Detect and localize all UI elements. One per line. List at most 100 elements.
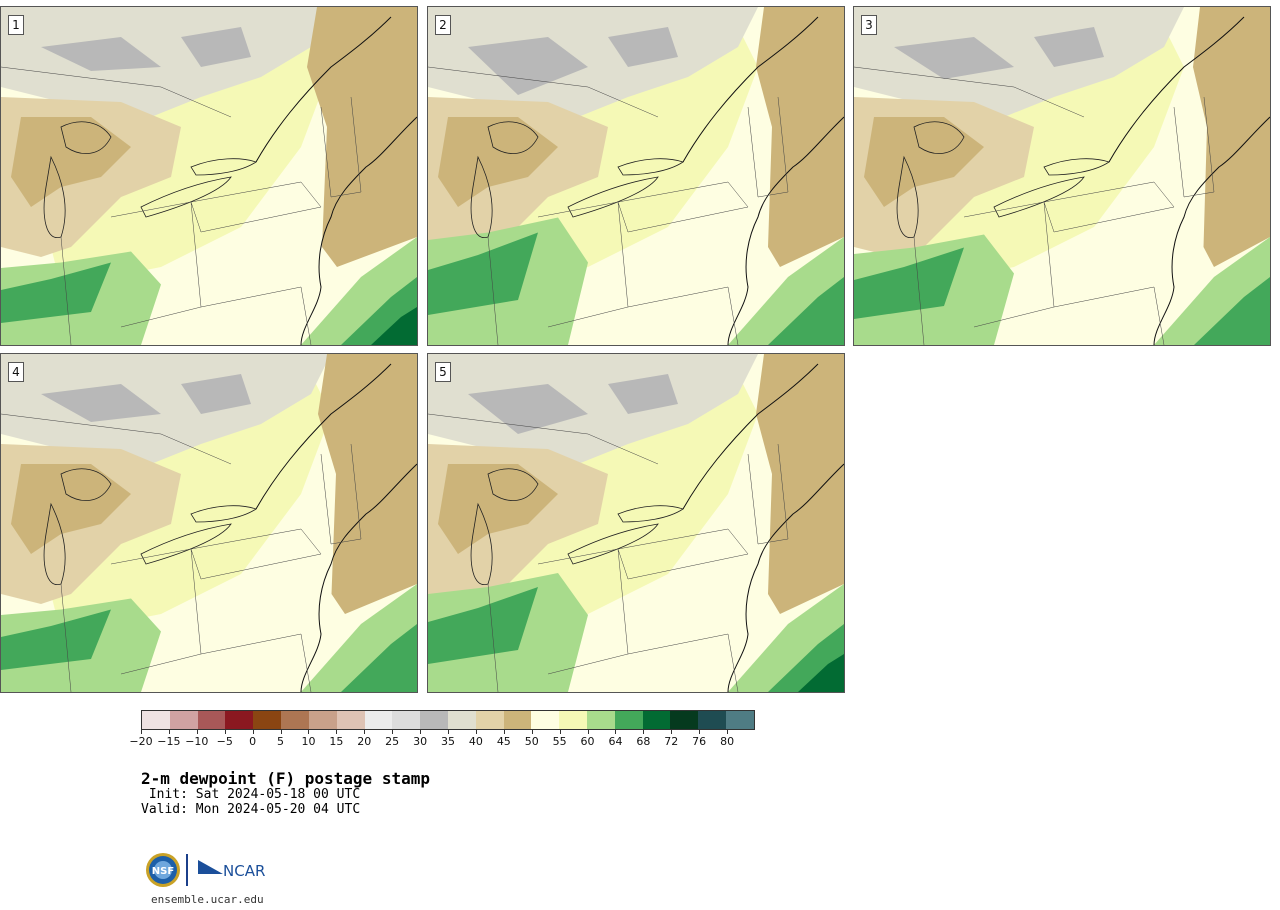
st-lawrence-line	[1108, 16, 1245, 163]
lake-outline	[487, 468, 539, 501]
southeast-green-region	[341, 624, 417, 692]
colorbar-swatch-16	[587, 711, 615, 729]
gray-patch	[894, 37, 1014, 79]
state-border-in	[60, 583, 72, 692]
great-lakes-brown-region	[864, 117, 984, 207]
stamp-panel-1: 1	[0, 6, 418, 346]
southwest-green-region	[854, 247, 964, 319]
colorbar-tick-14	[531, 730, 533, 734]
colorbar-swatch-20	[698, 711, 727, 729]
colorbar-swatch-8	[364, 711, 393, 729]
gray-patch-2	[1034, 27, 1104, 67]
colorbar-tick-label-11: 35	[441, 735, 455, 748]
panel-number-3: 3	[861, 15, 877, 35]
colorbar-tick-label-17: 64	[608, 735, 623, 748]
colorbar-swatch-14	[531, 711, 560, 729]
atlantic-brown-region	[756, 354, 844, 614]
state-border-in	[60, 236, 72, 345]
lake-erie-outline	[567, 523, 659, 565]
lake-erie-outline	[140, 523, 232, 565]
state-border-pa	[1043, 181, 1175, 233]
state-border-oh	[963, 201, 1055, 328]
colorbar-swatch-10	[420, 711, 448, 729]
state-border-oh	[110, 548, 202, 675]
southeast-green-region	[1194, 277, 1270, 345]
great-lakes-brown-region	[438, 464, 558, 554]
panel-number-4: 4	[8, 362, 24, 382]
atlantic-brown-region	[1193, 7, 1270, 267]
dewpoint-map-5	[428, 354, 844, 692]
state-border-pa	[617, 181, 749, 233]
colorbar-tick-20	[699, 730, 701, 734]
gray-patch-2	[181, 374, 251, 414]
border-canada	[1, 413, 232, 465]
st-lawrence-line	[255, 16, 392, 163]
state-border-va	[627, 633, 739, 692]
colorbar-swatch-2	[197, 711, 226, 729]
state-border-oh	[537, 201, 629, 328]
lake-erie-outline	[993, 176, 1085, 218]
colorbar-tick-label-14: 50	[524, 735, 539, 748]
lake-outline	[487, 121, 539, 154]
dewpoint-map-4	[1, 354, 417, 692]
st-lawrence-line	[682, 16, 819, 163]
colorbar-tick-0	[141, 730, 142, 734]
colorbar-swatch-0	[142, 711, 170, 729]
nsf-logo-icon: NSF	[146, 853, 180, 887]
colorbar-tick-label-10: 30	[413, 735, 428, 748]
colorbar-swatch-19	[670, 711, 699, 729]
state-border-va	[200, 633, 312, 692]
panel-number-2: 2	[435, 15, 451, 35]
state-border-va	[1053, 286, 1165, 345]
border-canada	[428, 66, 659, 118]
site-url: ensemble.ucar.edu	[151, 893, 264, 906]
dewpoint-map-1	[1, 7, 417, 345]
gray-patch-2	[181, 27, 251, 67]
colorbar-tick-label-9: 25	[385, 735, 400, 748]
colorbar-tick-label-19: 72	[664, 735, 679, 748]
colorbar-tick-16	[587, 730, 589, 734]
valid-time: Valid: Mon 2024-05-20 04 UTC	[141, 802, 361, 817]
ncar-logo-icon: NCAR	[198, 860, 265, 880]
gray-patch-2	[608, 27, 678, 67]
colorbar-swatch-17	[614, 711, 643, 729]
state-border-in	[913, 236, 925, 345]
stamp-panel-5: 5	[427, 353, 845, 693]
dewpoint-map-3	[854, 7, 1270, 345]
colorbar-tick-18	[643, 730, 645, 734]
colorbar-tick-label-2: −10	[185, 735, 209, 748]
lake-outline	[60, 468, 112, 501]
gray-patch	[468, 384, 588, 434]
southeast-darkgreen-region	[371, 307, 417, 345]
colorbar-tick-15	[559, 730, 561, 734]
colorbar-swatch-1	[169, 711, 198, 729]
border-canada	[428, 413, 659, 465]
colorbar-tick-label-8: 20	[357, 735, 372, 748]
gray-patch-2	[608, 374, 678, 414]
north-gray-region	[1, 7, 331, 117]
dewpoint-map-2	[428, 7, 844, 345]
colorbar-tick-19	[671, 730, 673, 734]
st-lawrence-line	[255, 363, 392, 510]
colorbar-tick-5	[280, 730, 282, 734]
north-gray-region	[854, 7, 1184, 117]
lake-erie-outline	[567, 176, 659, 218]
colorbar-tick-21	[727, 730, 729, 734]
southeast-darkgreen-region	[798, 654, 844, 692]
border-canada	[854, 66, 1085, 118]
nsf-logo-text: NSF	[152, 866, 174, 877]
atlantic-brown-region	[756, 7, 844, 267]
panel-number-5: 5	[435, 362, 451, 382]
colorbar-swatch-13	[503, 711, 532, 729]
colorbar-tick-label-20: 76	[692, 735, 707, 748]
colorbar-tick-label-4: 0	[249, 735, 257, 748]
panel-number-1: 1	[8, 15, 24, 35]
colorbar-tick-label-13: 45	[496, 735, 511, 748]
colorbar-tick-label-15: 55	[552, 735, 567, 748]
colorbar-tick-10	[420, 730, 422, 734]
colorbar-tick-4	[252, 730, 254, 734]
colorbar-tick-label-0: −20	[129, 735, 153, 748]
north-gray-region	[428, 354, 758, 464]
state-border-ne	[747, 443, 789, 545]
colorbar-swatch-12	[475, 711, 504, 729]
